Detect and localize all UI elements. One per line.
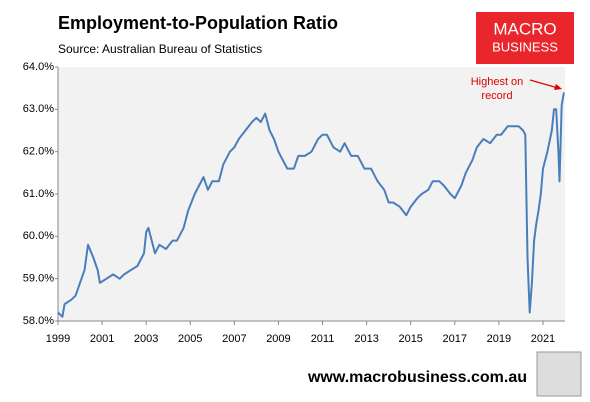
x-tick-label: 2003	[134, 333, 158, 345]
logo	[476, 12, 574, 64]
y-tick-label: 61.0%	[23, 188, 54, 200]
y-tick-label: 64.0%	[23, 61, 54, 73]
chart-subtitle: Source: Australian Bureau of Statistics	[58, 42, 262, 56]
logo-text: BUSINESS	[492, 39, 558, 54]
y-tick-label: 59.0%	[23, 273, 54, 285]
x-tick-label: 2001	[90, 333, 114, 345]
x-tick-label: 1999	[46, 333, 70, 345]
y-tick-label: 63.0%	[23, 103, 54, 115]
x-tick-label: 2013	[354, 333, 378, 345]
y-tick-label: 62.0%	[23, 146, 54, 158]
footer: www.macrobusiness.com.au	[307, 369, 527, 386]
y-tick-label: 60.0%	[23, 230, 54, 242]
x-tick-label: 2007	[222, 333, 246, 345]
data-line	[57, 92, 565, 318]
x-tick-label: 2011	[311, 333, 335, 345]
plot-area	[58, 67, 565, 321]
x-tick-label: 2019	[487, 333, 511, 345]
annotation: record	[481, 90, 512, 102]
x-tick-label: 2005	[178, 333, 202, 345]
annotation-arrow	[529, 79, 559, 89]
x-tick-label: 2021	[531, 333, 555, 345]
x-tick-label: 2015	[398, 333, 422, 345]
logo-icon	[536, 351, 582, 397]
logo-text: MACRO	[493, 19, 556, 38]
annotation: Highest on	[471, 76, 524, 88]
annotation-arrowhead	[554, 84, 562, 90]
y-tick-label: 58.0%	[23, 315, 54, 327]
x-tick-label: 2009	[266, 333, 290, 345]
x-tick-label: 2017	[443, 333, 467, 345]
chart-title: Employment-to-Population Ratio	[58, 13, 338, 33]
